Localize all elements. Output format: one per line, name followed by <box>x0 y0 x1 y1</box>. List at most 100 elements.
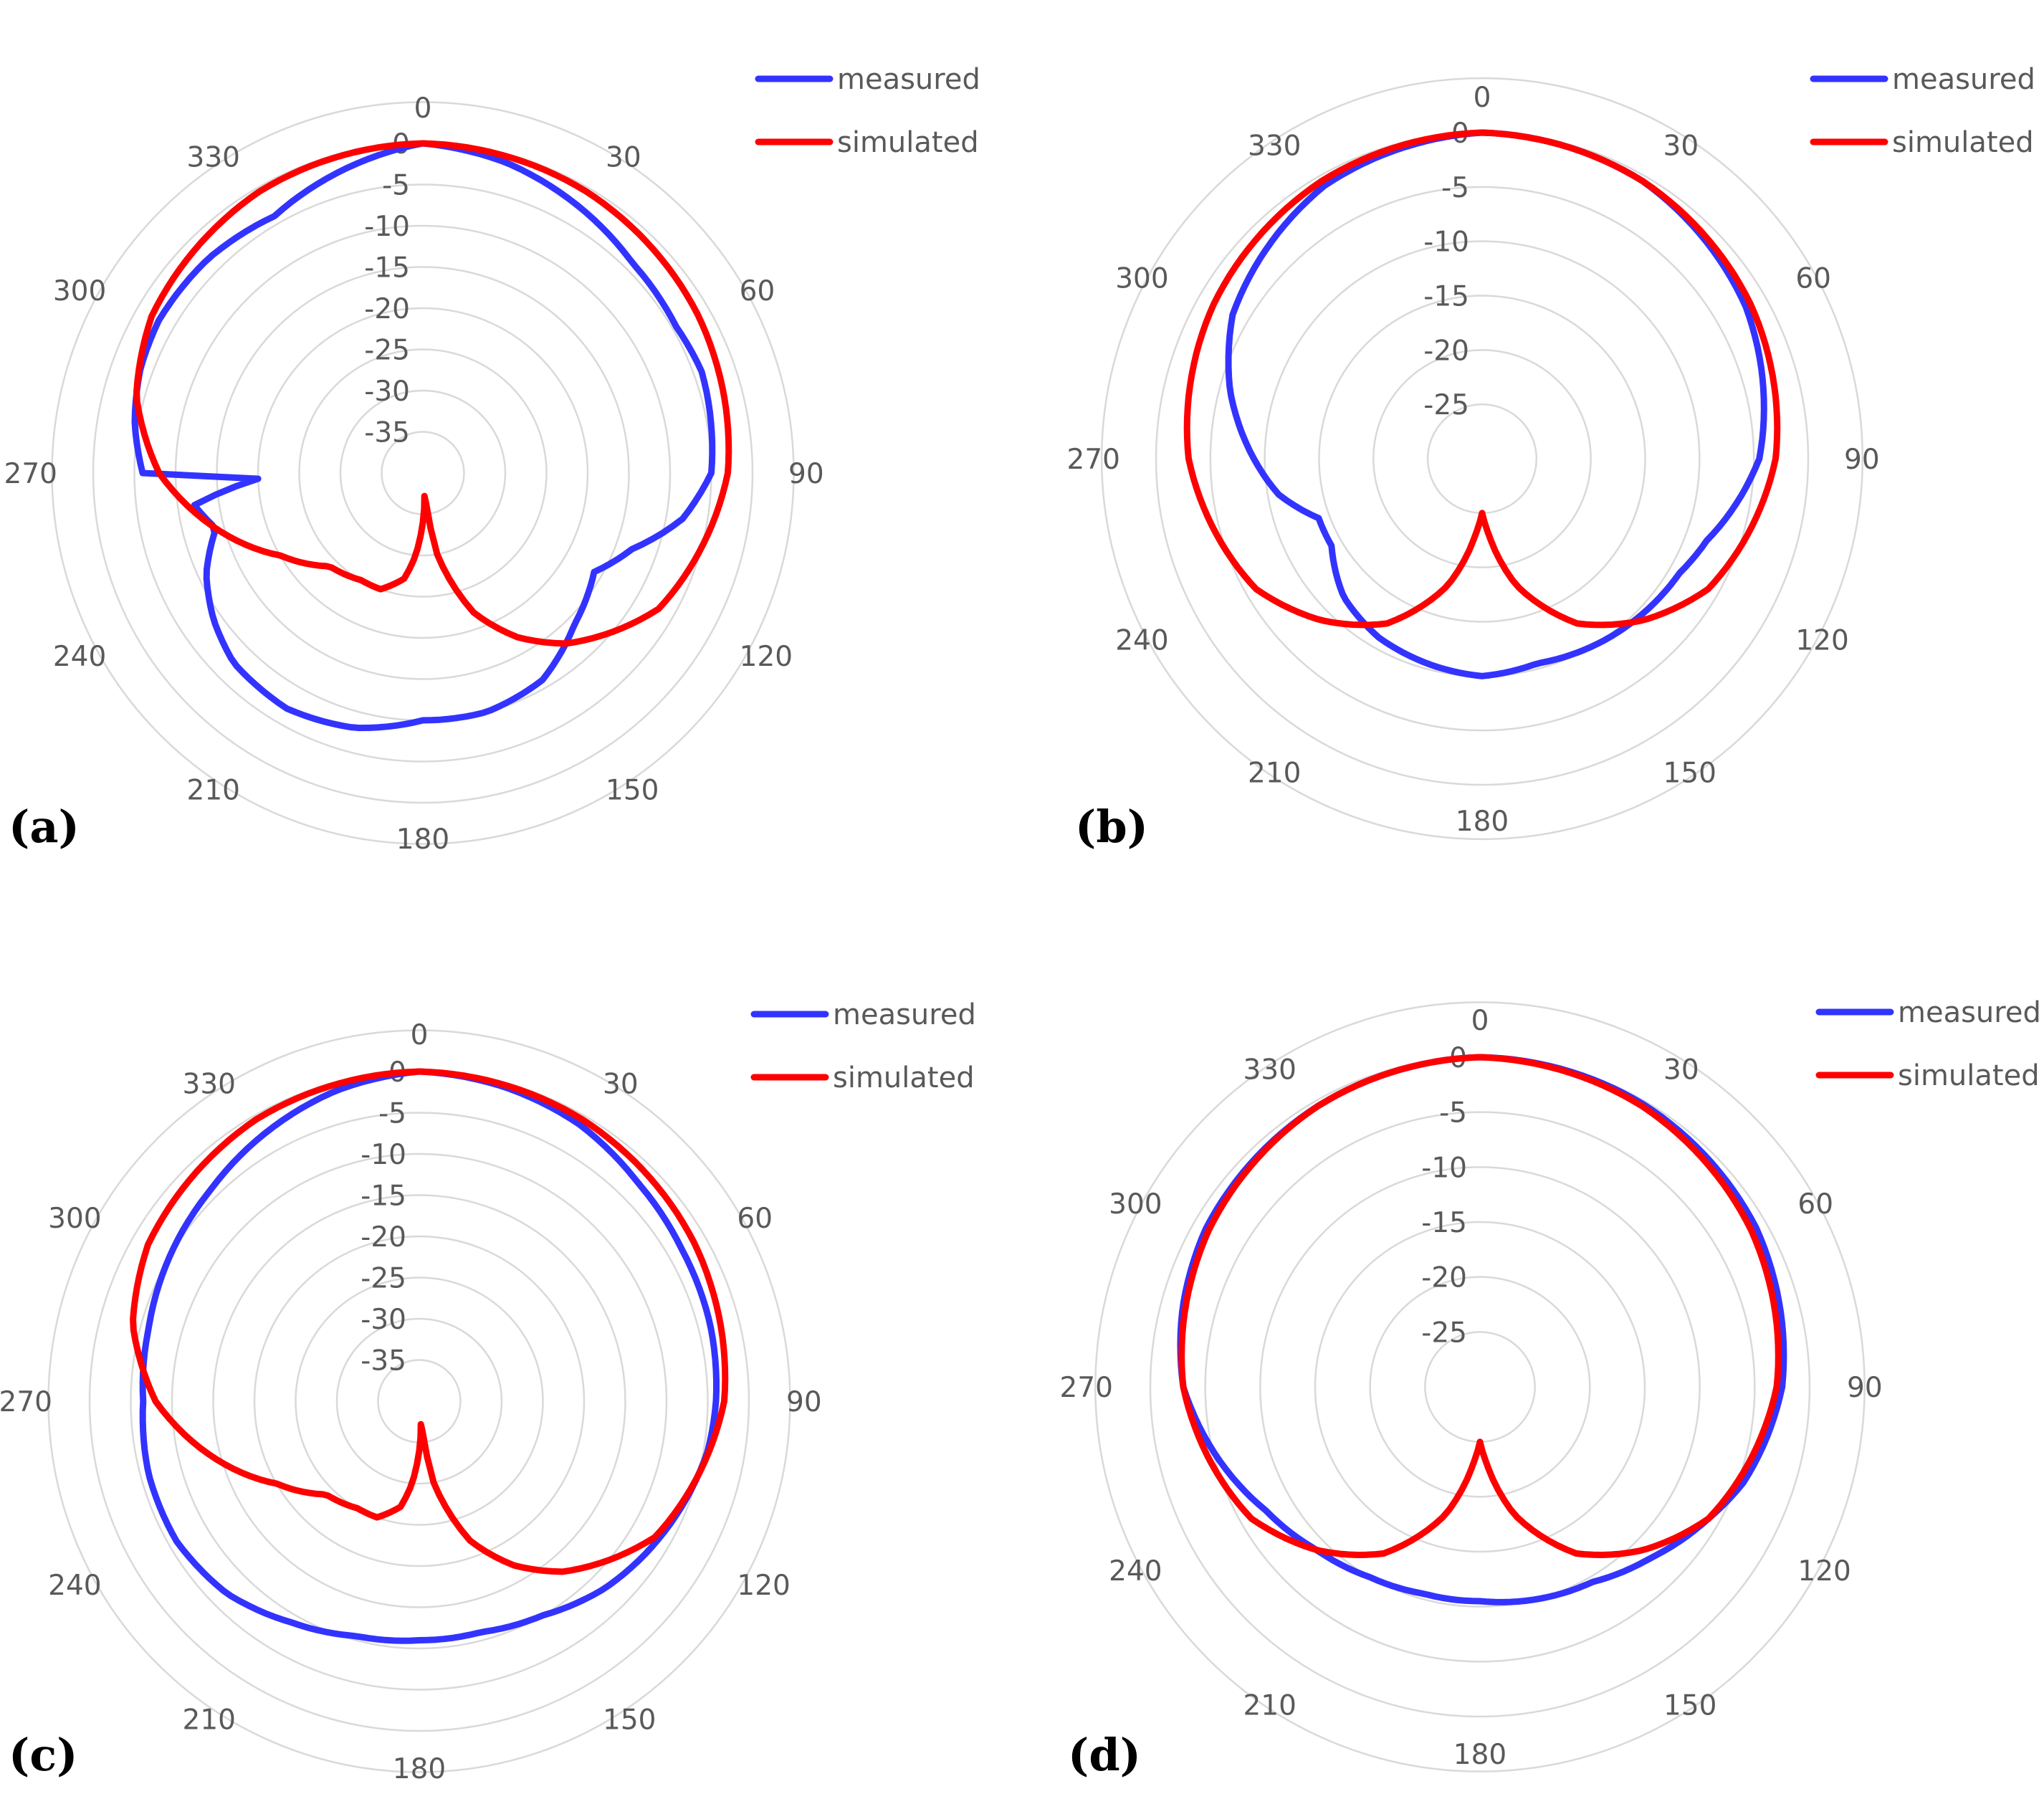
radial-tick-label: -5 <box>1439 1097 1467 1130</box>
radial-tick-label: -5 <box>378 1098 406 1130</box>
legend-label-measured: measured <box>1898 996 2041 1029</box>
angle-tick-label: 330 <box>183 1069 236 1101</box>
grid-ring <box>295 1276 544 1526</box>
angle-tick-label: 60 <box>740 275 775 307</box>
angle-tick-label: 300 <box>48 1203 101 1235</box>
angle-tick-label: 30 <box>603 1069 639 1101</box>
grid-ring <box>339 389 507 557</box>
series-simulated <box>130 1068 729 1575</box>
angle-tick-label: 90 <box>1847 1372 1883 1404</box>
angle-tick-label: 0 <box>1474 82 1491 114</box>
grid-ring <box>171 1152 668 1650</box>
grid-ring <box>335 1317 503 1485</box>
legend-label-simulated: simulated <box>837 126 979 159</box>
grid-ring <box>174 224 672 722</box>
angle-tick-label: 300 <box>53 275 106 307</box>
radial-tick-label: -30 <box>364 376 410 408</box>
series-measured <box>131 140 716 732</box>
grid-ring <box>1369 1276 1591 1498</box>
panel-label: (d) <box>1068 1729 1141 1781</box>
radial-tick-label: -15 <box>364 252 410 285</box>
panel-label: (a) <box>9 801 80 853</box>
radial-tick-label: -35 <box>360 1345 406 1378</box>
grid-ring <box>1264 240 1701 677</box>
legend-label-simulated: simulated <box>1898 1059 2040 1092</box>
angle-tick-label: 180 <box>396 824 449 856</box>
legend-label-measured: measured <box>833 998 976 1031</box>
radial-tick-label: -10 <box>1421 1152 1467 1184</box>
angle-tick-label: 90 <box>786 1386 822 1418</box>
angle-tick-label: 0 <box>414 92 432 125</box>
grid-ring <box>1318 295 1646 623</box>
angle-tick-label: 0 <box>1471 1005 1489 1037</box>
legend-label-simulated: simulated <box>1892 126 2034 159</box>
grid-ring <box>1094 1001 1866 1772</box>
angle-tick-label: 90 <box>1844 444 1880 476</box>
series-measured <box>1225 129 1767 679</box>
angle-tick-label: 90 <box>788 458 824 490</box>
panel-label: (b) <box>1075 801 1148 853</box>
angle-tick-label: 30 <box>606 141 641 173</box>
radial-tick-label: -25 <box>1423 389 1469 421</box>
grid-ring <box>130 1112 709 1691</box>
grid-ring <box>1314 1221 1646 1553</box>
radial-tick-label: -15 <box>1421 1207 1467 1239</box>
angle-tick-label: 330 <box>187 141 240 173</box>
angle-tick-label: 270 <box>1060 1372 1113 1404</box>
angle-tick-label: 120 <box>1797 1555 1850 1588</box>
angle-tick-label: 330 <box>1248 130 1301 163</box>
angle-tick-label: 180 <box>393 1753 446 1785</box>
grid-ring <box>1372 349 1592 568</box>
radial-tick-label: -5 <box>382 170 410 202</box>
grid-ring <box>212 1194 626 1608</box>
radial-tick-label: -5 <box>1441 172 1469 204</box>
angle-tick-label: 150 <box>606 775 659 807</box>
angle-tick-label: 0 <box>411 1019 429 1051</box>
angle-tick-label: 240 <box>1115 625 1168 657</box>
angle-tick-label: 30 <box>1663 1054 1699 1087</box>
angle-tick-label: 150 <box>1663 757 1716 789</box>
angle-tick-label: 270 <box>1067 444 1120 476</box>
angle-tick-label: 60 <box>1795 263 1831 295</box>
angle-tick-label: 120 <box>1795 625 1848 657</box>
angle-tick-label: 300 <box>1109 1188 1162 1221</box>
grid-ring <box>47 1029 791 1773</box>
radial-tick-label: -25 <box>1421 1317 1467 1349</box>
angle-tick-label: 60 <box>737 1203 773 1235</box>
angle-tick-label: 180 <box>1456 806 1509 838</box>
grid-ring <box>133 183 712 763</box>
grid-ring <box>1100 77 1864 841</box>
grid-ring <box>216 266 630 680</box>
series-measured <box>1177 1054 1787 1605</box>
angle-tick-label: 270 <box>0 1386 52 1418</box>
radial-tick-label: -25 <box>360 1263 406 1295</box>
grid-ring <box>1149 1056 1811 1718</box>
angle-tick-label: 180 <box>1453 1739 1506 1771</box>
angle-tick-label: 240 <box>1109 1555 1162 1588</box>
radial-tick-label: -25 <box>364 335 410 367</box>
series-measured <box>139 1068 720 1644</box>
radial-tick-label: -20 <box>360 1221 406 1254</box>
angle-tick-label: 240 <box>48 1570 101 1602</box>
panel-label: (c) <box>9 1729 77 1781</box>
grid-ring <box>257 307 589 639</box>
series-simulated <box>133 140 732 647</box>
grid-ring <box>253 1235 586 1567</box>
radial-tick-label: -20 <box>1423 335 1469 367</box>
polar-panel-3: 0-5-10-15-20-25-30-350306090120150180210… <box>0 998 976 1785</box>
radial-tick-label: -20 <box>364 293 410 325</box>
polar-panel-2: 0-5-10-15-20-250306090120150180210240270… <box>1067 63 2035 853</box>
angle-tick-label: 150 <box>1663 1689 1716 1722</box>
grid-ring <box>1204 1111 1756 1663</box>
grid-ring <box>88 1070 750 1732</box>
angle-tick-label: 30 <box>1663 130 1699 163</box>
radial-tick-label: -10 <box>360 1139 406 1171</box>
radial-tick-label: -15 <box>360 1180 406 1213</box>
legend-label-measured: measured <box>837 63 980 96</box>
angle-tick-label: 120 <box>740 641 793 673</box>
series-simulated <box>1183 129 1781 629</box>
legend-label-measured: measured <box>1892 63 2035 96</box>
radial-tick-label: -20 <box>1421 1262 1467 1294</box>
series-simulated <box>1178 1054 1782 1558</box>
